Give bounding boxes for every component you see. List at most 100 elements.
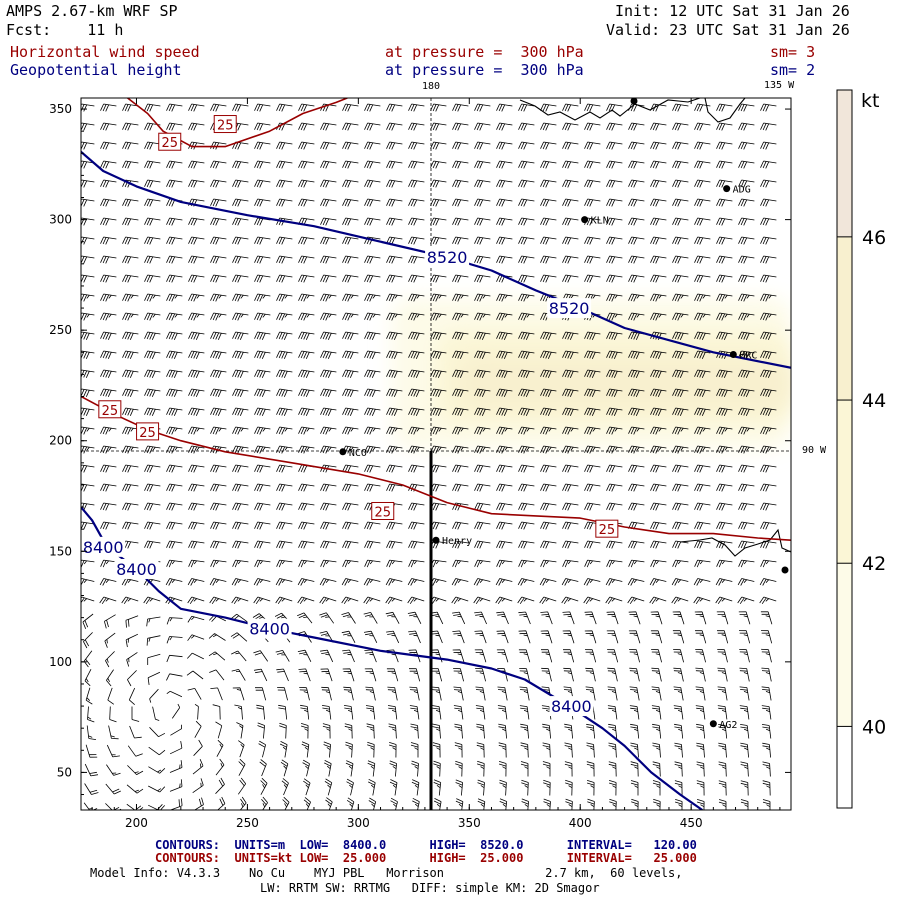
wind-barb xyxy=(452,331,469,340)
wind-barb xyxy=(672,464,689,473)
wind-barb xyxy=(452,559,469,568)
wind-barb xyxy=(122,293,139,302)
wind-barb xyxy=(562,611,575,625)
wind-barb xyxy=(275,596,293,605)
wind-barb xyxy=(210,502,227,511)
wind-barb xyxy=(320,388,337,397)
wind-barb xyxy=(100,502,117,511)
colorbar-tick-label: 40 xyxy=(862,716,886,738)
wind-barb xyxy=(650,217,667,226)
wind-barb xyxy=(386,350,403,359)
wind-barb xyxy=(84,763,99,777)
wind-barb xyxy=(496,198,513,207)
wind-barb xyxy=(608,780,617,796)
wind-barb xyxy=(518,521,535,530)
wind-barb xyxy=(259,759,267,777)
field-1-level: at pressure = 300 hPa xyxy=(385,43,584,61)
wind-barb xyxy=(100,160,117,169)
wind-barb xyxy=(341,612,356,624)
wind-barb xyxy=(716,141,733,150)
wind-barb xyxy=(122,198,139,207)
wind-barb xyxy=(188,388,205,397)
wind-barb xyxy=(718,742,727,758)
wind-barb xyxy=(606,369,623,378)
wind-barb xyxy=(81,407,95,416)
wind-barb xyxy=(474,611,487,625)
wind-barb xyxy=(319,596,337,605)
wind-barb xyxy=(540,559,557,568)
wind-barb xyxy=(319,631,334,643)
wind-barb xyxy=(386,668,399,682)
height-contour-0-line xyxy=(81,150,791,369)
wind-barb xyxy=(606,426,623,435)
station-marker-kln xyxy=(581,216,589,224)
wind-barb xyxy=(320,312,337,321)
wind-barb xyxy=(584,483,601,492)
wind-barb xyxy=(322,723,331,739)
wind-barb xyxy=(649,596,667,605)
wind-barb xyxy=(716,331,733,340)
wind-barb xyxy=(474,103,491,112)
wind-barb xyxy=(716,274,733,283)
wind-barb xyxy=(586,761,595,777)
wind-barb xyxy=(694,236,711,245)
wind-barb xyxy=(341,578,359,586)
wind-barb xyxy=(324,760,332,777)
wind-barb xyxy=(408,160,425,169)
wind-barb xyxy=(716,559,733,568)
height-contour-1-line xyxy=(81,506,703,810)
wind-barb xyxy=(716,236,733,245)
wind-barb xyxy=(627,596,645,605)
wind-barb xyxy=(564,723,573,739)
wind-barb xyxy=(386,445,403,454)
wind-barb xyxy=(672,122,689,131)
wind-barb xyxy=(300,723,309,739)
field-2-level: at pressure = 300 hPa xyxy=(385,61,584,79)
wind-barb xyxy=(760,198,777,207)
y-tick-label: 100 xyxy=(49,655,72,669)
wind-barb xyxy=(563,686,574,701)
wind-barb xyxy=(760,274,777,283)
wind-barb xyxy=(716,255,733,264)
wind-barb xyxy=(495,596,513,605)
wind-barb xyxy=(628,122,645,131)
wind-barb xyxy=(499,779,507,796)
wind-barb xyxy=(389,779,398,796)
wind-barb xyxy=(717,686,728,701)
wind-barb xyxy=(451,578,469,586)
wind-barb xyxy=(562,293,579,302)
wind-barb xyxy=(672,179,689,188)
station-marker-adg xyxy=(723,185,731,193)
wind-barb xyxy=(81,141,95,150)
wind-barb xyxy=(433,779,442,796)
wind-barb xyxy=(455,798,464,810)
wind-barb xyxy=(232,141,249,150)
wind-barb xyxy=(606,160,623,169)
wind-barb xyxy=(122,217,139,226)
wind-barb xyxy=(452,630,465,644)
wind-barb xyxy=(100,521,117,530)
wind-barb xyxy=(210,293,227,302)
height-contour-1-label: 8400 xyxy=(116,560,157,579)
wind-barb xyxy=(254,540,271,549)
wind-barb xyxy=(386,236,403,245)
wind-barb xyxy=(344,723,353,739)
wind-contour-0-line xyxy=(127,98,348,148)
wind-barb xyxy=(452,198,469,207)
wind-barb xyxy=(253,668,268,682)
wind-barb xyxy=(518,559,535,568)
wind-barb xyxy=(364,312,381,321)
wind-barb xyxy=(232,445,249,454)
wind-barb xyxy=(760,445,777,454)
wind-barb xyxy=(628,502,645,511)
wind-barb xyxy=(738,274,755,283)
wind-barb xyxy=(672,630,685,644)
wind-barb xyxy=(187,596,205,605)
forecast-hour: Fcst: 11 h xyxy=(6,21,124,39)
wind-barb xyxy=(298,445,315,454)
wind-barb xyxy=(386,312,403,321)
wind-barb xyxy=(188,236,205,245)
wind-barb xyxy=(474,559,491,568)
wind-barb xyxy=(562,198,579,207)
wind-barb xyxy=(695,667,706,682)
